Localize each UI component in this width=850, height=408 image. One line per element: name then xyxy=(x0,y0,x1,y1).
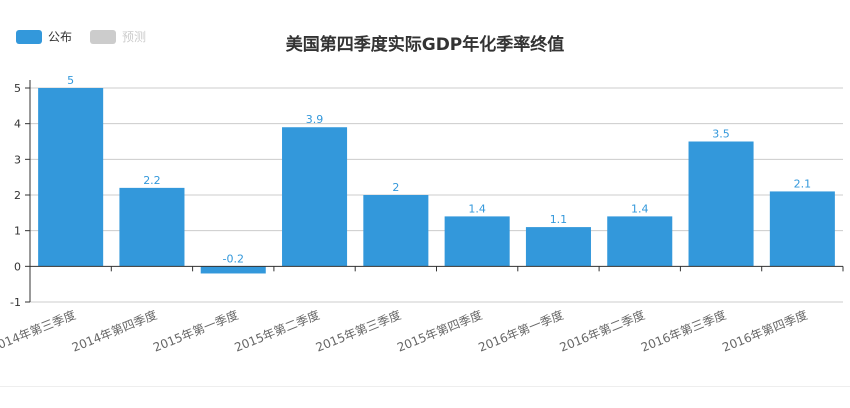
y-tick-label: 1 xyxy=(14,225,21,238)
x-tick-label-0: 2014年第三季度 xyxy=(0,307,78,355)
x-tick-label-6: 2016年第一季度 xyxy=(476,307,566,355)
data-label-3: 3.9 xyxy=(306,113,324,126)
legend-label: 预测 xyxy=(122,30,147,44)
data-label-0: 5 xyxy=(67,74,74,87)
data-label-5: 1.4 xyxy=(468,202,486,215)
bar-5 xyxy=(444,216,510,267)
y-tick-label: 0 xyxy=(14,260,21,273)
x-tick-label-3: 2015年第二季度 xyxy=(232,307,322,355)
data-label-6: 1.1 xyxy=(550,213,568,226)
footer-divider xyxy=(0,386,850,387)
bar-0 xyxy=(38,88,104,267)
legend-item-1[interactable]: 预测 xyxy=(90,28,146,45)
chart-legend: 公布 预测 xyxy=(16,28,146,45)
bar-3 xyxy=(282,127,348,267)
bar-7 xyxy=(607,216,673,267)
legend-swatch xyxy=(90,29,117,44)
bar-2 xyxy=(200,266,266,274)
y-tick-label: 2 xyxy=(14,189,21,202)
chart-title: 美国第四季度实际GDP年化季率终值 xyxy=(285,35,565,55)
y-tick-label: 5 xyxy=(14,82,21,95)
bar-4 xyxy=(363,195,429,267)
legend-item-0[interactable]: 公布 xyxy=(16,28,72,45)
x-tick-label-9: 2016年第四季度 xyxy=(720,307,810,355)
x-tick-label-7: 2016年第二季度 xyxy=(557,307,647,355)
x-tick-label-5: 2015年第四季度 xyxy=(395,307,485,355)
data-label-4: 2 xyxy=(392,181,399,194)
data-label-1: 2.2 xyxy=(143,174,161,187)
bar-6 xyxy=(525,227,591,267)
x-tick-label-8: 2016年第三季度 xyxy=(639,307,729,355)
y-tick-label: -1 xyxy=(10,296,21,309)
bar-8 xyxy=(688,141,754,267)
y-tick-label: 4 xyxy=(14,118,21,131)
data-label-8: 3.5 xyxy=(712,128,730,141)
legend-label: 公布 xyxy=(48,30,73,44)
bar-1 xyxy=(119,187,185,267)
data-label-7: 1.4 xyxy=(631,202,649,215)
legend-swatch xyxy=(16,29,42,44)
x-tick-label-2: 2015年第一季度 xyxy=(151,307,241,355)
x-tick-label-4: 2015年第三季度 xyxy=(313,307,403,355)
data-label-2: -0.2 xyxy=(223,252,244,265)
data-label-9: 2.1 xyxy=(794,177,812,190)
y-tick-label: 3 xyxy=(14,153,21,166)
x-tick-label-1: 2014年第四季度 xyxy=(70,307,160,355)
bar-9 xyxy=(769,191,835,267)
